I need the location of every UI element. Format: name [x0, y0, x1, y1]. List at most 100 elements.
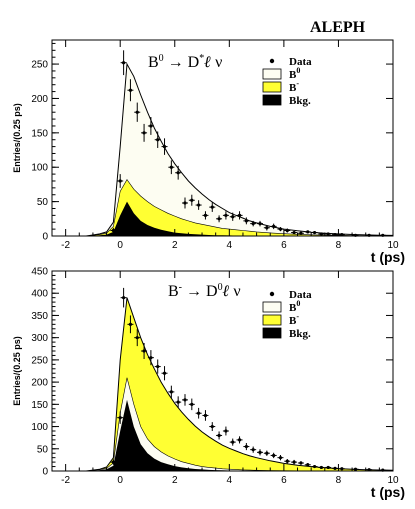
data-marker-top-12 [190, 198, 194, 202]
x-axis-title-bottom: t (ps) [371, 484, 405, 500]
data-marker-top-33 [333, 233, 337, 237]
data-point-top-27 [291, 230, 298, 235]
data-point-top-14 [202, 211, 209, 220]
data-marker-top-14 [203, 213, 208, 217]
data-point-top-22 [257, 220, 264, 227]
data-point-top-30 [311, 230, 318, 235]
data-point-bottom-31 [318, 465, 325, 470]
data-marker-bottom-2 [122, 296, 126, 300]
title-part-a-sup-top: 0 [159, 53, 164, 64]
data-point-bottom-3 [127, 315, 134, 334]
title-part-b-bottom: D [206, 283, 218, 300]
data-point-top-33 [332, 233, 339, 237]
y-tick-label-bottom-2: 100 [31, 422, 48, 433]
y-tick-label-bottom-1: 50 [37, 444, 49, 455]
data-point-top-32 [325, 232, 332, 236]
data-point-bottom-36 [366, 468, 373, 472]
data-point-top-19 [236, 211, 243, 220]
data-marker-bottom-34 [340, 467, 344, 471]
data-point-bottom-0 [110, 459, 117, 465]
legend-label-bottom-1: B0 [289, 299, 300, 314]
data-marker-top-17 [224, 213, 228, 217]
data-marker-top-10 [176, 171, 180, 175]
data-point-bottom-16 [216, 431, 223, 440]
y-tick-label-bottom-3: 150 [31, 400, 48, 411]
series-area-bottom-1 [65, 377, 393, 471]
legend-swatch-top-1 [262, 68, 282, 80]
legend-label-top-3: Bkg. [289, 95, 311, 107]
title-part-c-bottom: ℓ [222, 283, 230, 300]
data-point-top-13 [195, 200, 202, 210]
data-point-top-18 [229, 212, 236, 221]
data-point-bottom-21 [250, 446, 257, 453]
data-point-bottom-7 [154, 359, 161, 374]
data-marker-top-8 [162, 144, 167, 149]
series-area-top-0 [65, 201, 393, 236]
data-point-top-12 [188, 194, 195, 206]
title-arrow-top: → [164, 54, 188, 71]
data-point-bottom-2 [120, 287, 127, 308]
y-tick-label-top-5: 250 [31, 60, 48, 71]
data-marker-bottom-17 [224, 429, 228, 433]
data-point-top-10 [175, 165, 182, 180]
data-point-top-21 [250, 220, 257, 227]
data-point-bottom-1 [117, 411, 124, 424]
data-point-bottom-33 [332, 466, 339, 470]
data-marker-bottom-11 [183, 398, 187, 402]
legend-entry-top-3: Bkg. [262, 94, 311, 107]
legend-entry-top-2: B- [262, 79, 299, 94]
x-tick-label-top-1: 0 [117, 240, 123, 251]
data-marker-top-1 [118, 179, 122, 183]
data-marker-top-13 [197, 203, 201, 207]
data-marker-bottom-25 [278, 456, 283, 460]
x-tick-label-top-0: -2 [61, 240, 70, 251]
component-curve-top [65, 179, 394, 237]
data-point-bottom-28 [297, 461, 304, 465]
legend-swatch-top-3 [262, 94, 282, 106]
legend-entry-top-1: B0 [262, 66, 300, 81]
data-marker-top-29 [306, 230, 310, 234]
legend-label-bottom-2: B- [289, 312, 299, 327]
x-tick-label-bottom-6: 10 [387, 475, 399, 486]
legend-entry-bottom-3: Bkg. [262, 327, 311, 340]
data-marker-bottom-15 [210, 424, 214, 429]
data-point-bottom-30 [311, 464, 318, 469]
legend-swatch-bottom-2 [262, 314, 282, 326]
plot-frame-top [51, 39, 394, 237]
y-tick-label-top-3: 150 [31, 128, 48, 139]
legend-entry-bottom-0: Data [269, 289, 312, 301]
x-tick-label-top-4: 6 [281, 240, 287, 251]
experiment-label: ALEPH [310, 19, 366, 36]
data-marker-top-19 [237, 213, 242, 217]
data-marker-bottom-16 [217, 433, 221, 438]
data-marker-top-9 [169, 165, 173, 169]
data-marker-bottom-3 [128, 322, 133, 326]
data-point-bottom-26 [284, 459, 291, 464]
data-point-bottom-17 [222, 426, 229, 436]
data-marker-bottom-29 [306, 463, 310, 467]
legend-swatch-bottom-3 [262, 327, 282, 339]
data-point-top-8 [161, 138, 168, 155]
legend-swatch-top-0 [269, 58, 275, 64]
data-marker-top-25 [278, 227, 283, 231]
data-marker-bottom-26 [285, 459, 289, 463]
data-point-top-28 [297, 231, 304, 235]
data-point-top-4 [134, 102, 141, 122]
title-part-b-top: D [188, 54, 200, 71]
data-marker-bottom-28 [299, 461, 303, 465]
data-point-bottom-9 [168, 385, 175, 399]
title-part-d-top: ν [211, 54, 222, 71]
data-point-top-9 [168, 160, 175, 175]
data-marker-bottom-18 [231, 440, 235, 444]
title-part-d-bottom: ν [229, 283, 240, 300]
y-axis-title-bottom: Entries/(0.25 ps) [12, 336, 22, 406]
data-point-bottom-14 [202, 410, 209, 421]
data-point-bottom-6 [147, 350, 154, 366]
x-tick-label-top-2: 2 [172, 240, 178, 251]
series-area-bottom-0 [65, 399, 393, 471]
y-tick-label-top-2: 100 [31, 163, 48, 174]
data-marker-bottom-33 [333, 466, 337, 470]
